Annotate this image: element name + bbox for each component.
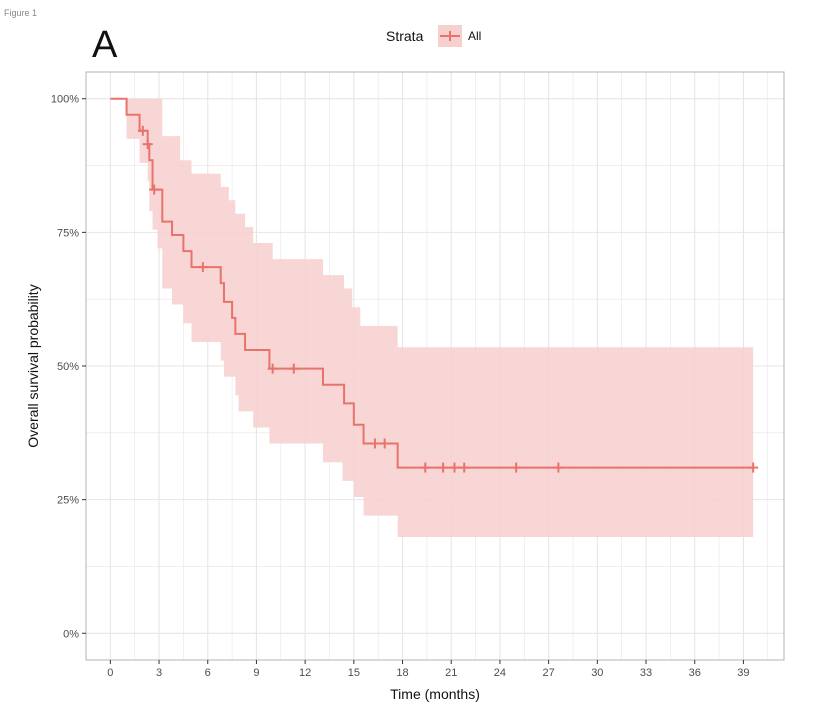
censor-marks-layer xyxy=(137,125,759,473)
censor-mark xyxy=(748,462,759,473)
x-tick-label: 36 xyxy=(689,667,701,679)
x-tick-label: 39 xyxy=(737,667,749,679)
censor-mark xyxy=(369,438,380,449)
x-tick-label: 33 xyxy=(640,667,652,679)
x-tick-label: 0 xyxy=(107,667,113,679)
censor-mark xyxy=(459,462,470,473)
panel-label: A xyxy=(92,24,118,66)
censor-mark xyxy=(137,125,148,136)
censor-mark xyxy=(420,462,431,473)
censor-mark xyxy=(379,438,390,449)
x-tick-label: 18 xyxy=(396,667,408,679)
x-tick-label: 21 xyxy=(445,667,457,679)
censor-mark xyxy=(553,462,564,473)
censor-mark xyxy=(449,462,460,473)
censor-mark xyxy=(197,262,208,273)
y-tick-label: 100% xyxy=(51,94,79,106)
y-tick-label: 50% xyxy=(57,361,79,373)
confidence-band-layer xyxy=(110,98,754,538)
y-axis-ticks: 0% 25% 50% 75% 100% xyxy=(51,94,86,640)
y-tick-label: 0% xyxy=(63,628,79,640)
censor-mark xyxy=(288,363,299,374)
y-tick-label: 75% xyxy=(57,227,79,239)
x-tick-label: 30 xyxy=(591,667,603,679)
x-tick-label: 3 xyxy=(156,667,162,679)
legend: Strata All xyxy=(386,25,481,47)
y-axis-title: Overall survival probability xyxy=(25,284,41,447)
x-tick-label: 15 xyxy=(348,667,360,679)
x-axis-title: Time (months) xyxy=(390,686,480,702)
censor-mark xyxy=(149,184,160,195)
x-tick-label: 9 xyxy=(253,667,259,679)
x-tick-label: 24 xyxy=(494,667,506,679)
x-axis-ticks: 0 3 6 9 12 15 18 21 24 27 30 33 36 39 xyxy=(107,660,750,679)
legend-entry-all: All xyxy=(468,29,481,43)
confidence-band xyxy=(110,98,754,538)
figure-caption: Figure 1 xyxy=(4,8,38,18)
censor-mark xyxy=(142,139,153,150)
censor-mark xyxy=(511,462,522,473)
x-tick-label: 12 xyxy=(299,667,311,679)
censor-mark xyxy=(267,363,278,374)
legend-title: Strata xyxy=(386,28,424,44)
x-tick-label: 6 xyxy=(205,667,211,679)
x-tick-label: 27 xyxy=(543,667,555,679)
y-tick-label: 25% xyxy=(57,495,79,507)
censor-mark xyxy=(438,462,449,473)
